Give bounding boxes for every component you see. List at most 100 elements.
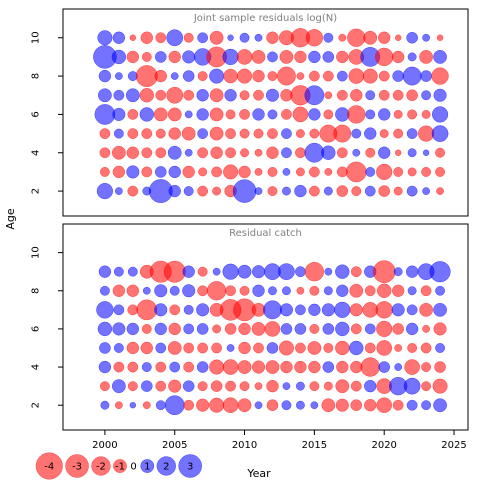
bubble bbox=[197, 147, 209, 159]
bubble bbox=[360, 357, 380, 377]
bubble bbox=[350, 360, 363, 374]
bubble bbox=[392, 70, 404, 82]
bubble bbox=[267, 166, 278, 177]
x-tick-label: 2010 bbox=[232, 440, 257, 451]
bubble bbox=[155, 400, 166, 411]
bubble bbox=[196, 361, 209, 373]
bubble bbox=[376, 163, 393, 181]
x-axis-label: Year bbox=[246, 467, 271, 480]
bubble bbox=[167, 341, 182, 355]
bubble bbox=[336, 50, 349, 64]
bubble bbox=[295, 381, 305, 391]
bubble bbox=[111, 145, 126, 160]
bubble bbox=[113, 128, 124, 139]
x-tick-label: 2005 bbox=[162, 440, 187, 451]
bubble bbox=[182, 284, 196, 298]
bubble bbox=[307, 341, 322, 355]
bubble bbox=[154, 303, 168, 317]
bubble bbox=[335, 379, 350, 394]
bubble bbox=[378, 70, 390, 82]
bubble bbox=[141, 166, 153, 178]
bubble bbox=[431, 67, 449, 85]
bubble bbox=[335, 340, 350, 356]
bubble bbox=[376, 320, 393, 338]
bubble bbox=[127, 304, 139, 316]
y-tick-label: 2 bbox=[31, 402, 42, 408]
bubble bbox=[183, 323, 195, 335]
bubble bbox=[407, 343, 418, 353]
bubble bbox=[226, 344, 235, 352]
legend-bubble bbox=[178, 454, 202, 478]
x-tick-label: 2015 bbox=[302, 440, 327, 451]
bubble bbox=[435, 166, 446, 177]
bubble bbox=[431, 125, 449, 142]
bubble bbox=[393, 267, 403, 277]
bubble bbox=[406, 31, 418, 44]
bubble bbox=[183, 186, 194, 197]
bubble bbox=[196, 303, 210, 317]
bubble bbox=[294, 50, 307, 64]
bubble bbox=[407, 52, 417, 62]
bubble bbox=[239, 109, 250, 120]
bubble bbox=[294, 360, 307, 374]
bubble bbox=[420, 70, 432, 82]
bubble bbox=[155, 147, 167, 159]
bubble bbox=[378, 146, 391, 159]
bubble bbox=[225, 147, 236, 159]
bubble bbox=[407, 109, 418, 120]
bubble bbox=[378, 31, 391, 44]
bubble bbox=[282, 168, 291, 176]
bubble bbox=[153, 107, 168, 122]
bubble bbox=[323, 109, 334, 120]
bubble bbox=[181, 126, 196, 141]
bubble bbox=[112, 284, 126, 297]
bubble bbox=[433, 322, 447, 336]
bubble bbox=[336, 147, 348, 159]
bubble bbox=[351, 128, 362, 139]
bubble bbox=[278, 340, 294, 356]
bubble bbox=[183, 89, 195, 101]
bubble bbox=[251, 322, 266, 336]
bubble bbox=[166, 86, 184, 104]
bubble bbox=[211, 342, 223, 354]
bubble bbox=[211, 166, 223, 178]
bubble bbox=[433, 398, 447, 413]
bubble bbox=[364, 323, 376, 335]
bubble bbox=[196, 89, 209, 102]
bubble bbox=[238, 165, 251, 179]
bubble bbox=[140, 341, 153, 355]
bubble bbox=[378, 185, 391, 197]
bubble bbox=[422, 33, 430, 42]
bubble bbox=[392, 323, 404, 335]
y-tick-label: 6 bbox=[31, 111, 42, 117]
bubble bbox=[183, 32, 194, 43]
bubble bbox=[265, 360, 280, 374]
bubble bbox=[420, 342, 432, 354]
bubble bbox=[197, 381, 208, 392]
bubble bbox=[239, 381, 250, 392]
bubble bbox=[364, 342, 376, 354]
bubble bbox=[169, 285, 180, 296]
bubble bbox=[99, 381, 110, 392]
bubble bbox=[264, 321, 281, 337]
bubble bbox=[362, 302, 379, 318]
bubble bbox=[394, 149, 402, 156]
bubble bbox=[421, 90, 432, 101]
legend-label: -1 bbox=[115, 462, 125, 473]
bubble bbox=[114, 401, 123, 410]
bubble bbox=[251, 50, 266, 64]
y-tick-label: 10 bbox=[31, 31, 42, 44]
bubble bbox=[127, 266, 138, 277]
bubble bbox=[224, 323, 237, 335]
legend-label: 3 bbox=[187, 462, 193, 473]
bubble bbox=[129, 34, 137, 41]
bubble bbox=[365, 147, 376, 158]
bubble bbox=[324, 267, 333, 276]
bubble bbox=[222, 263, 239, 280]
bubble bbox=[308, 166, 320, 178]
bubble bbox=[294, 184, 307, 198]
bubble bbox=[139, 88, 155, 103]
y-tick-label: 4 bbox=[31, 150, 42, 156]
bubble bbox=[349, 303, 363, 317]
